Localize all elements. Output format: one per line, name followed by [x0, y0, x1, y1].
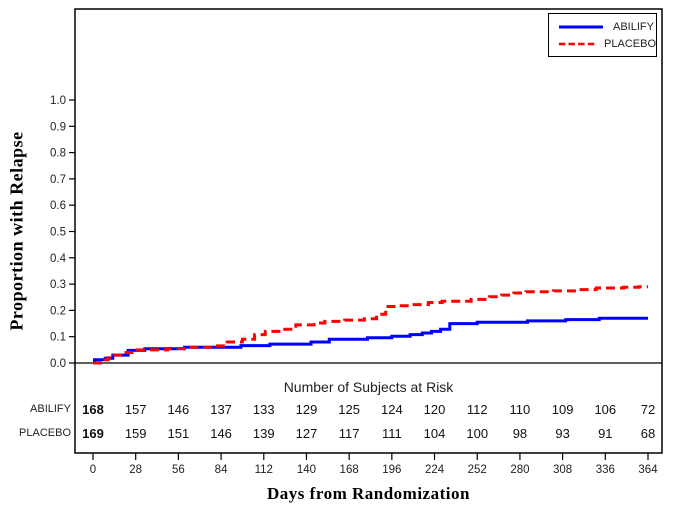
at-risk-value-placebo: 117 — [339, 426, 360, 441]
at-risk-value-placebo: 111 — [382, 426, 402, 441]
at-risk-value-placebo: 68 — [641, 426, 655, 441]
x-tick-label: 224 — [425, 464, 445, 476]
y-tick-label: 0.8 — [50, 148, 66, 160]
at-risk-value-abilify: 124 — [381, 402, 403, 417]
x-tick-label: 112 — [255, 464, 273, 476]
at-risk-value-placebo: 151 — [168, 426, 190, 441]
y-tick-label: 0.9 — [50, 121, 66, 133]
x-tick-label: 280 — [510, 464, 529, 476]
abilify-solid-line-swatch — [559, 25, 603, 28]
at-risk-title: Number of Subjects at Risk — [283, 379, 454, 395]
x-tick-label: 252 — [468, 464, 487, 476]
x-axis-title: Days from Randomization — [267, 484, 470, 503]
x-tick-label: 56 — [172, 464, 185, 476]
y-tick-label: 0.7 — [50, 174, 66, 186]
x-tick-label: 0 — [90, 464, 96, 476]
at-risk-value-placebo: 98 — [513, 426, 527, 441]
at-risk-value-abilify: 109 — [552, 402, 574, 417]
at-risk-value-abilify: 157 — [125, 402, 147, 417]
at-risk-value-abilify: 133 — [253, 402, 275, 417]
y-tick-label: 0.1 — [50, 332, 66, 344]
at-risk-value-abilify: 112 — [467, 402, 488, 417]
at-risk-value-placebo: 91 — [598, 426, 612, 441]
x-tick-label: 196 — [382, 464, 401, 476]
at-risk-value-placebo: 146 — [210, 426, 232, 441]
at-risk-value-placebo: 93 — [555, 426, 569, 441]
at-risk-value-placebo: 127 — [296, 426, 318, 441]
x-tick-label: 168 — [340, 464, 359, 476]
y-tick-label: 1.0 — [50, 95, 66, 107]
y-tick-label: 0.4 — [50, 253, 67, 265]
x-tick-label: 308 — [553, 464, 572, 476]
at-risk-value-abilify: 129 — [296, 402, 318, 417]
at-risk-value-abilify: 106 — [594, 402, 616, 417]
at-risk-value-placebo: 159 — [125, 426, 147, 441]
at-risk-value-placebo: 169 — [82, 426, 104, 441]
placebo-dashed-line-swatch — [558, 42, 595, 45]
at-risk-value-abilify: 146 — [168, 402, 190, 417]
x-tick-label: 28 — [129, 464, 142, 476]
series-line-abilify — [93, 316, 648, 365]
y-axis-title: Proportion with Relapse — [6, 131, 27, 331]
series-line-placebo — [93, 285, 648, 365]
at-risk-value-abilify: 120 — [424, 402, 446, 417]
at-risk-value-abilify: 137 — [210, 402, 232, 417]
at-risk-row-label-abilify: ABILIFY — [30, 403, 71, 415]
x-tick-label: 140 — [297, 464, 316, 476]
at-risk-value-abilify: 125 — [338, 402, 360, 417]
at-risk-value-placebo: 104 — [424, 426, 446, 441]
at-risk-value-abilify: 72 — [641, 402, 655, 417]
y-tick-label: 0.0 — [50, 358, 66, 370]
legend-entry-placebo: PLACEBO — [558, 38, 656, 50]
legend-label-abilify: ABILIFY — [613, 20, 654, 33]
at-risk-value-abilify: 168 — [82, 402, 104, 417]
x-tick-label: 84 — [215, 464, 228, 476]
legend-box: ABILIFY PLACEBO — [548, 13, 657, 57]
at-risk-row-label-placebo: PLACEBO — [19, 427, 71, 439]
x-tick-label: 364 — [638, 464, 658, 476]
y-tick-label: 0.2 — [50, 305, 66, 317]
legend-entry-abilify: ABILIFY — [558, 21, 656, 33]
at-risk-value-placebo: 139 — [253, 426, 275, 441]
x-tick-label: 336 — [596, 464, 615, 476]
at-risk-value-abilify: 110 — [510, 402, 531, 417]
y-tick-label: 0.6 — [50, 200, 66, 212]
legend-label-placebo: PLACEBO — [604, 37, 656, 50]
y-tick-label: 0.5 — [50, 227, 66, 239]
at-risk-value-placebo: 100 — [466, 426, 488, 441]
y-tick-label: 0.3 — [50, 279, 66, 291]
